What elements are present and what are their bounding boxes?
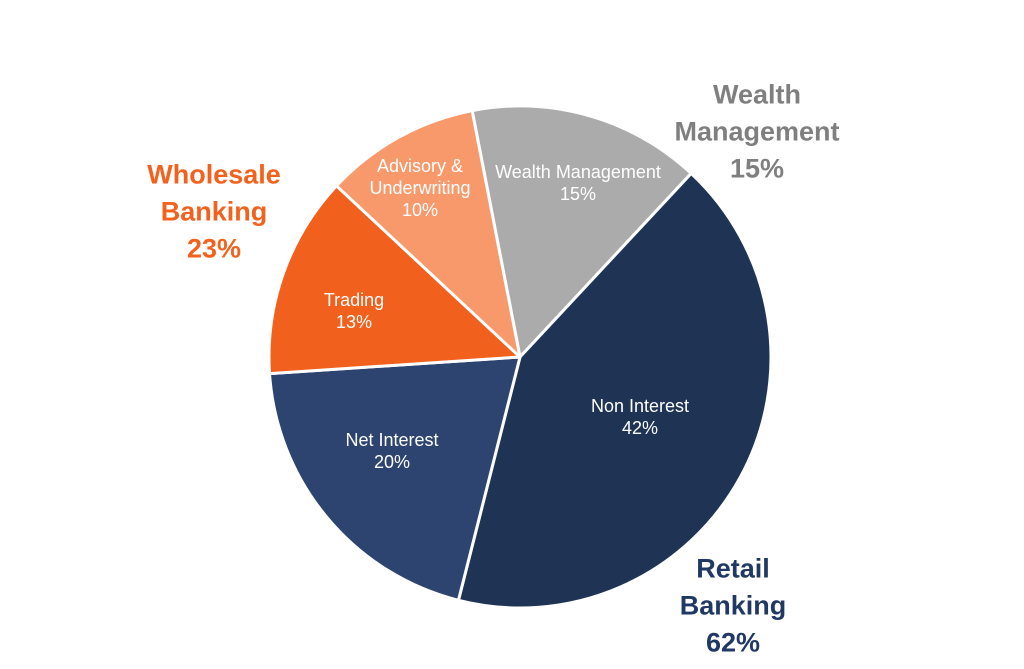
pie-slice-wealth-management [470, 104, 693, 359]
pie-slice-advisory-underwriting [334, 109, 522, 359]
group-label-wholesale-banking: Wholesale Banking 23% [147, 159, 281, 264]
group-label-retail-banking: Retail Banking 62% [679, 553, 787, 658]
group-label-wealth-management: Wealth Management 15% [674, 79, 840, 184]
pie-slice-net-interest [268, 355, 522, 602]
pie-slice-non-interest [456, 171, 773, 610]
pie-slice-trading [267, 184, 522, 376]
